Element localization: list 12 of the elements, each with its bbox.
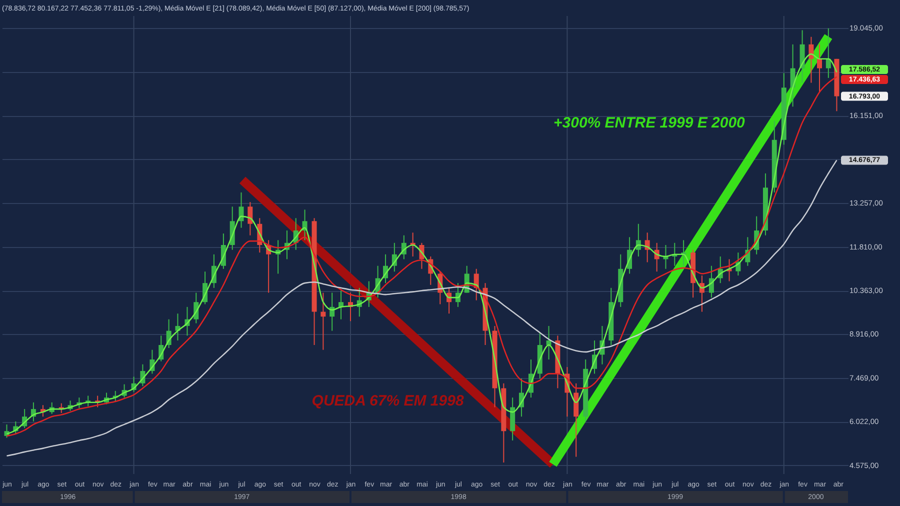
line-series	[6, 160, 838, 457]
candlestick	[338, 290, 344, 320]
candlestick	[510, 397, 516, 441]
candlestick	[808, 36, 814, 84]
candlestick	[800, 30, 805, 84]
candlestick	[248, 202, 253, 236]
candlestick	[826, 28, 831, 78]
candlestick	[574, 382, 579, 458]
annotation: QUEDA 67% EM 1998	[312, 392, 464, 410]
annotation: +300% ENTRE 1999 E 2000	[554, 114, 746, 132]
candlestick	[320, 292, 326, 350]
candlestick	[817, 44, 822, 93]
